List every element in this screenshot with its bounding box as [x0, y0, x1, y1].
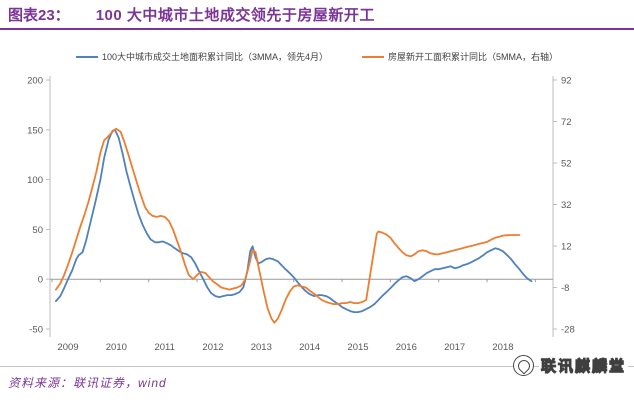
x-axis-label: 2015 — [347, 342, 368, 353]
publisher-watermark: 联讯麒麟堂 — [512, 355, 628, 376]
land-transaction-series-line — [55, 128, 533, 314]
x-axis-label: 2016 — [396, 342, 417, 353]
right-axis-label: -28 — [561, 325, 575, 336]
x-axis-label: 2014 — [299, 342, 320, 353]
left-axis-label: 0 — [38, 275, 43, 286]
right-axis-label: -8 — [561, 283, 569, 294]
figure-header: 图表23： 100 大中城市土地成交领先于房屋新开工 — [0, 0, 634, 30]
x-axis-label: 2009 — [57, 342, 78, 353]
figure-title: 100 大中城市土地成交领先于房屋新开工 — [95, 6, 375, 24]
x-axis-label: 2010 — [106, 342, 127, 353]
seal-circle-icon — [512, 355, 534, 376]
publisher-name: 联讯麒麟堂 — [538, 355, 628, 376]
right-axis-label: 12 — [561, 242, 572, 253]
x-axis-label: 2011 — [154, 342, 174, 353]
left-axis-label: 150 — [27, 125, 43, 136]
right-axis-label: 92 — [561, 76, 572, 87]
chart-legend: 100大中城市成交土地面积累计同比（3MMA，领先4月） 房屋新开工面积累计同比… — [0, 50, 634, 63]
left-axis-label: 50 — [32, 225, 43, 236]
legend-line-swatch-blue — [75, 55, 98, 58]
x-axis-label: 2018 — [492, 342, 513, 353]
figure-number-label: 图表23： — [8, 6, 70, 24]
left-axis-label: 200 — [27, 76, 43, 87]
right-axis-label: 52 — [561, 159, 572, 170]
data-source-note: 资料来源：联讯证券，wind — [8, 376, 167, 390]
legend-item-land-series: 100大中城市成交土地面积累计同比（3MMA，领先4月） — [75, 50, 328, 63]
x-axis-label: 2012 — [202, 342, 223, 353]
legend-label: 100大中城市成交土地面积累计同比（3MMA，领先4月） — [101, 52, 328, 62]
right-axis-label: 32 — [561, 200, 572, 211]
housing-newstart-series-line — [55, 127, 521, 324]
legend-label: 房屋新开工面积累计同比（5MMA，右轴） — [388, 52, 559, 62]
footer-divider — [0, 366, 634, 367]
legend-item-newstart-series: 房屋新开工面积累计同比（5MMA，右轴） — [362, 50, 558, 63]
right-axis-label: 72 — [561, 117, 572, 128]
x-axis-label: 2013 — [251, 342, 272, 353]
legend-line-swatch-orange — [362, 55, 384, 58]
left-axis-label: 100 — [27, 175, 43, 186]
x-axis-label: 2017 — [444, 342, 465, 353]
left-axis-label: -50 — [29, 325, 43, 336]
